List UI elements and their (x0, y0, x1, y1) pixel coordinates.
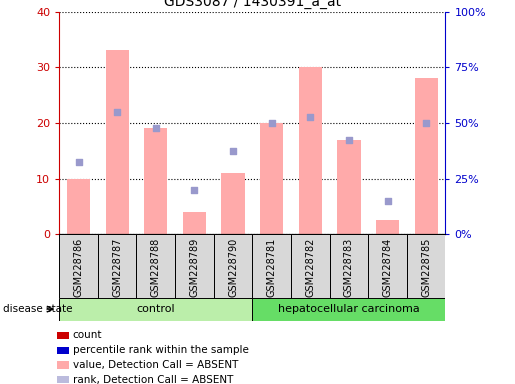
Bar (57, 332, 68, 339)
Bar (57, 346, 68, 354)
Point (422, 120, 431, 126)
Text: GSM228781: GSM228781 (267, 237, 277, 297)
Bar (144, 128, 167, 234)
Text: GSM228786: GSM228786 (74, 237, 83, 297)
Bar (214, 234, 252, 298)
Text: percentile rank within the sample: percentile rank within the sample (73, 345, 249, 355)
Point (229, 147, 237, 154)
Text: GSM228788: GSM228788 (151, 237, 161, 297)
Bar (175, 234, 214, 298)
Bar (252, 234, 291, 298)
Bar (57, 376, 68, 383)
Text: GSM228784: GSM228784 (383, 237, 392, 297)
Point (306, 114, 314, 121)
Text: count: count (73, 330, 102, 340)
Text: rank, Detection Call = ABSENT: rank, Detection Call = ABSENT (73, 375, 233, 384)
Point (113, 109, 122, 115)
Bar (368, 234, 407, 298)
Text: GSM228782: GSM228782 (305, 237, 315, 297)
Text: GSM228783: GSM228783 (344, 237, 354, 297)
Bar (136, 234, 175, 298)
Bar (98, 234, 136, 298)
Text: GSM228790: GSM228790 (228, 237, 238, 297)
Text: disease state: disease state (3, 304, 72, 314)
Title: GDS3087 / 1430391_a_at: GDS3087 / 1430391_a_at (164, 0, 341, 9)
Bar (221, 173, 245, 234)
Bar (337, 140, 360, 234)
Text: value, Detection Call = ABSENT: value, Detection Call = ABSENT (73, 360, 238, 370)
Text: GSM228789: GSM228789 (190, 237, 199, 297)
Bar (299, 67, 322, 234)
Point (268, 120, 276, 126)
Point (151, 125, 160, 131)
Text: GSM228787: GSM228787 (112, 237, 122, 297)
Bar (376, 220, 399, 234)
Bar (59, 234, 98, 298)
Point (345, 137, 353, 143)
Text: hepatocellular carcinoma: hepatocellular carcinoma (278, 304, 420, 314)
Bar (67, 179, 90, 234)
Bar (260, 123, 283, 234)
Point (74, 159, 82, 165)
Bar (183, 212, 206, 234)
Bar (252, 298, 445, 321)
Bar (407, 234, 445, 298)
Text: GSM228785: GSM228785 (421, 237, 431, 297)
Point (383, 198, 392, 204)
Bar (415, 78, 438, 234)
Point (190, 187, 198, 193)
Bar (291, 234, 330, 298)
Bar (330, 234, 368, 298)
Bar (106, 50, 129, 234)
Text: control: control (136, 304, 175, 314)
Bar (57, 361, 68, 369)
Bar (59, 298, 252, 321)
